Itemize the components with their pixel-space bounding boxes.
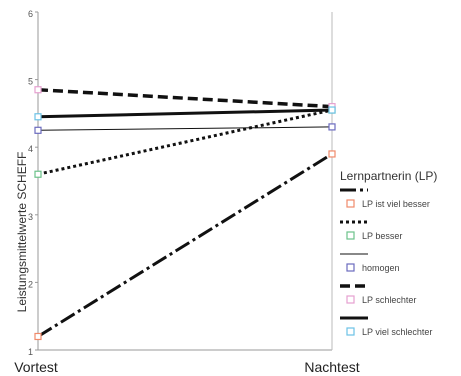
series-line bbox=[37, 152, 333, 338]
y-tick-label: 4 bbox=[28, 144, 33, 154]
y-tick-label: 2 bbox=[28, 279, 33, 289]
x-category-label: Nachtest bbox=[304, 359, 359, 375]
data-point bbox=[328, 123, 336, 131]
series-lines bbox=[34, 86, 336, 341]
legend-title: Lernpartnerin (LP) bbox=[340, 169, 437, 183]
y-ticks: 1 2 3 4 5 6 bbox=[28, 9, 38, 357]
y-tick-label: 1 bbox=[28, 347, 33, 357]
data-point bbox=[34, 113, 42, 121]
series-line bbox=[37, 87, 333, 109]
series-line bbox=[37, 108, 333, 119]
legend-entry-label: LP schlechter bbox=[362, 295, 416, 305]
legend-marker-swatch bbox=[346, 231, 355, 240]
legend-entry-label: homogen bbox=[362, 263, 400, 273]
data-point bbox=[328, 106, 336, 114]
legend-marker-swatch bbox=[346, 295, 355, 304]
series-line bbox=[37, 108, 333, 176]
legend-entry-label: LP ist viel besser bbox=[362, 199, 430, 209]
legend-entry-label: LP viel schlechter bbox=[362, 327, 432, 337]
y-axis-label: Leistungsmittelwerte SCHEFF bbox=[15, 152, 29, 313]
y-tick-label: 5 bbox=[28, 77, 33, 87]
x-category-label: Vortest bbox=[14, 359, 58, 375]
data-point bbox=[34, 126, 42, 134]
axes bbox=[37, 12, 333, 351]
data-point bbox=[34, 170, 42, 178]
legend: Lernpartnerin (LP) LP ist viel besser LP … bbox=[340, 169, 437, 337]
y-tick-label: 3 bbox=[28, 212, 33, 222]
series-line bbox=[37, 126, 333, 131]
legend-entry-label: LP besser bbox=[362, 231, 402, 241]
data-point bbox=[328, 150, 336, 158]
x-categories: Vortest Nachtest bbox=[14, 359, 360, 375]
data-point bbox=[34, 86, 42, 94]
legend-marker-swatch bbox=[346, 263, 355, 272]
data-point bbox=[34, 332, 42, 341]
legend-marker-swatch bbox=[346, 327, 355, 336]
y-tick-label: 6 bbox=[28, 9, 33, 19]
legend-marker-swatch bbox=[346, 199, 355, 208]
